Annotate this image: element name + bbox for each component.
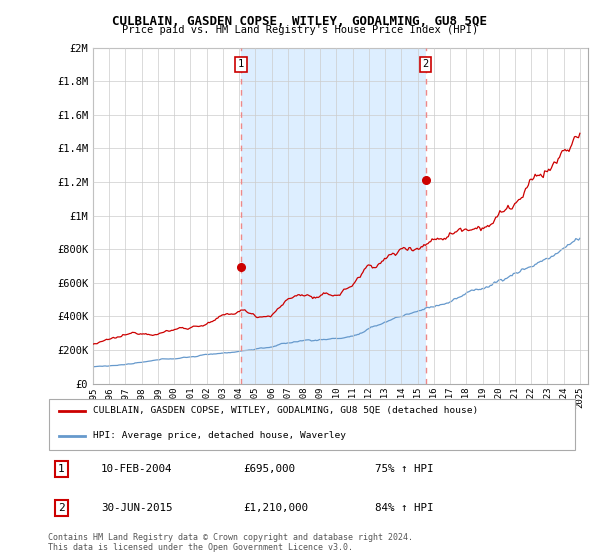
Text: 10-FEB-2004: 10-FEB-2004 [101, 464, 172, 474]
Text: 30-JUN-2015: 30-JUN-2015 [101, 503, 172, 513]
Text: Price paid vs. HM Land Registry's House Price Index (HPI): Price paid vs. HM Land Registry's House … [122, 25, 478, 35]
Text: £695,000: £695,000 [244, 464, 295, 474]
FancyBboxPatch shape [49, 399, 575, 450]
Text: 2: 2 [58, 503, 65, 513]
Text: HPI: Average price, detached house, Waverley: HPI: Average price, detached house, Wave… [93, 431, 346, 440]
Text: CULBLAIN, GASDEN COPSE, WITLEY, GODALMING, GU8 5QE: CULBLAIN, GASDEN COPSE, WITLEY, GODALMIN… [113, 15, 487, 27]
Text: Contains HM Land Registry data © Crown copyright and database right 2024.: Contains HM Land Registry data © Crown c… [48, 533, 413, 542]
Text: 1: 1 [238, 59, 244, 69]
Bar [241, 48, 426, 384]
Text: CULBLAIN, GASDEN COPSE, WITLEY, GODALMING, GU8 5QE (detached house): CULBLAIN, GASDEN COPSE, WITLEY, GODALMIN… [93, 407, 478, 416]
Text: 84% ↑ HPI: 84% ↑ HPI [376, 503, 434, 513]
Text: This data is licensed under the Open Government Licence v3.0.: This data is licensed under the Open Gov… [48, 543, 353, 552]
Text: 75% ↑ HPI: 75% ↑ HPI [376, 464, 434, 474]
Text: £1,210,000: £1,210,000 [244, 503, 308, 513]
Text: 2: 2 [422, 59, 429, 69]
Text: 1: 1 [58, 464, 65, 474]
